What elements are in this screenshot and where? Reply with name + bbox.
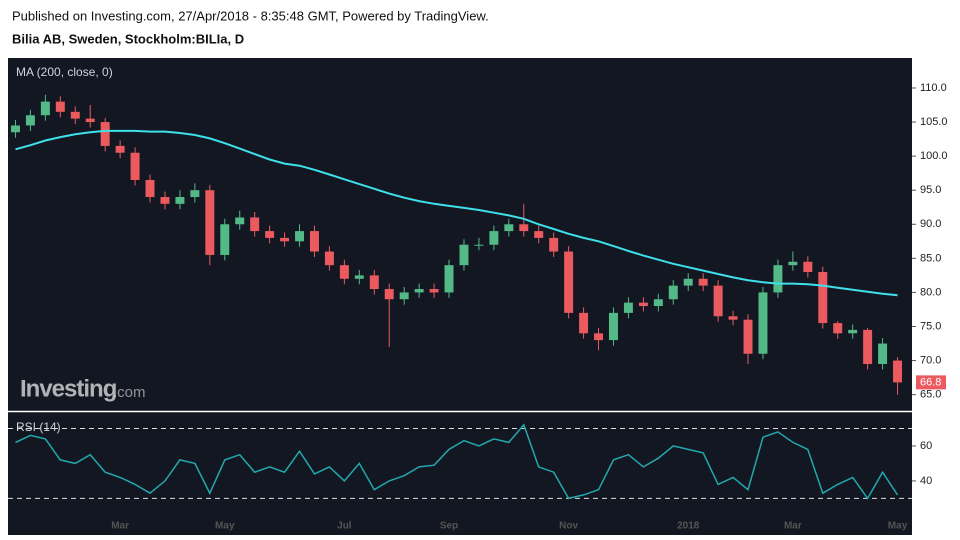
y-tick-label: 65.0: [920, 389, 941, 401]
candle-body: [773, 265, 783, 293]
candle-body: [788, 261, 798, 266]
candle-body: [833, 323, 843, 334]
candle-body: [414, 289, 424, 293]
y-tick-label: 60: [920, 440, 932, 452]
candle-body: [653, 299, 663, 307]
candle-body: [818, 271, 828, 324]
candle-body: [85, 118, 95, 123]
candle-body: [683, 278, 693, 286]
published-note: Published on Investing.com, 27/Apr/2018 …: [12, 8, 489, 23]
candle-body: [623, 302, 633, 313]
candle-body: [638, 302, 648, 307]
candle-body: [803, 261, 813, 272]
candle-body: [668, 285, 678, 300]
logo: Investing: [20, 375, 117, 402]
ma-line: [15, 129, 898, 297]
y-tick-label: 40: [920, 475, 932, 487]
candle-body: [220, 224, 230, 255]
candle-body: [863, 329, 873, 364]
candle-body: [70, 111, 80, 119]
candle-body: [893, 360, 903, 383]
y-tick-label: 90.0: [920, 218, 941, 230]
candle-body: [160, 197, 170, 204]
candle-body: [698, 278, 708, 286]
candle-body: [384, 289, 394, 300]
candle-body: [324, 251, 334, 266]
candle-body: [369, 275, 379, 290]
candle-body: [190, 190, 200, 198]
candle-body: [25, 115, 35, 126]
candle-body: [564, 251, 574, 313]
ma-label: MA (200, close, 0): [16, 65, 113, 79]
candle-body: [280, 237, 290, 242]
rsi-line: [15, 423, 899, 500]
candle-body: [354, 275, 364, 279]
candle-body: [489, 231, 499, 245]
price-panel: [8, 58, 912, 411]
x-tick-label: May: [215, 521, 235, 532]
candle-body: [459, 244, 469, 266]
candle-body: [265, 231, 275, 238]
y-tick-label: 105.0: [920, 116, 948, 128]
logo-suffix: .com: [113, 384, 146, 401]
candle-body: [40, 101, 50, 116]
y-tick-label: 80.0: [920, 286, 941, 298]
rsi-panel: [8, 412, 912, 535]
y-tick-label: 100.0: [920, 150, 948, 162]
candle-body: [848, 329, 858, 334]
candle-body: [504, 224, 514, 232]
last-price-label: 66.8: [920, 376, 941, 388]
rsi-label: RSI (14): [16, 420, 61, 434]
y-tick-label: 75.0: [920, 320, 941, 332]
candle-body: [10, 125, 20, 133]
candle-body: [608, 312, 618, 341]
candle-body: [55, 101, 65, 112]
candle-body: [175, 197, 185, 204]
candle-body: [444, 265, 454, 293]
candle-body: [250, 217, 260, 232]
candle-body: [579, 312, 589, 334]
x-tick-label: 2018: [677, 521, 700, 532]
candle-body: [743, 319, 753, 354]
y-tick-label: 110.0: [920, 82, 947, 94]
x-tick-label: Sep: [440, 521, 458, 532]
y-tick-label: 70.0: [920, 354, 941, 366]
candle-body: [594, 333, 604, 341]
chart-title: Bilia AB, Sweden, Stockholm:BILIa, D: [12, 31, 244, 46]
x-tick-label: Nov: [559, 521, 578, 532]
candle-body: [474, 244, 484, 246]
x-tick-label: Jul: [337, 521, 352, 532]
candle-body: [295, 231, 305, 242]
candle-body: [728, 316, 738, 320]
candle-body: [205, 190, 215, 255]
candle-body: [878, 343, 888, 364]
candle-body: [115, 145, 125, 153]
candle-body: [100, 122, 110, 146]
candle-body: [235, 217, 245, 225]
candle-body: [713, 285, 723, 317]
x-tick-label: Mar: [111, 521, 129, 532]
candle-body: [519, 224, 529, 232]
candle-body: [309, 231, 319, 252]
candle-body: [758, 292, 768, 354]
y-tick-label: 85.0: [920, 252, 941, 264]
x-tick-label: Mar: [784, 521, 802, 532]
x-tick-label: May: [888, 521, 908, 532]
candle-body: [429, 289, 439, 293]
candle-body: [399, 292, 409, 300]
y-tick-label: 95.0: [920, 184, 941, 196]
candle-body: [534, 231, 544, 238]
last-price-box: [916, 375, 946, 390]
candle-body: [145, 179, 155, 198]
candle-body: [549, 237, 559, 252]
candle-body: [130, 152, 140, 180]
candle-body: [339, 265, 349, 279]
